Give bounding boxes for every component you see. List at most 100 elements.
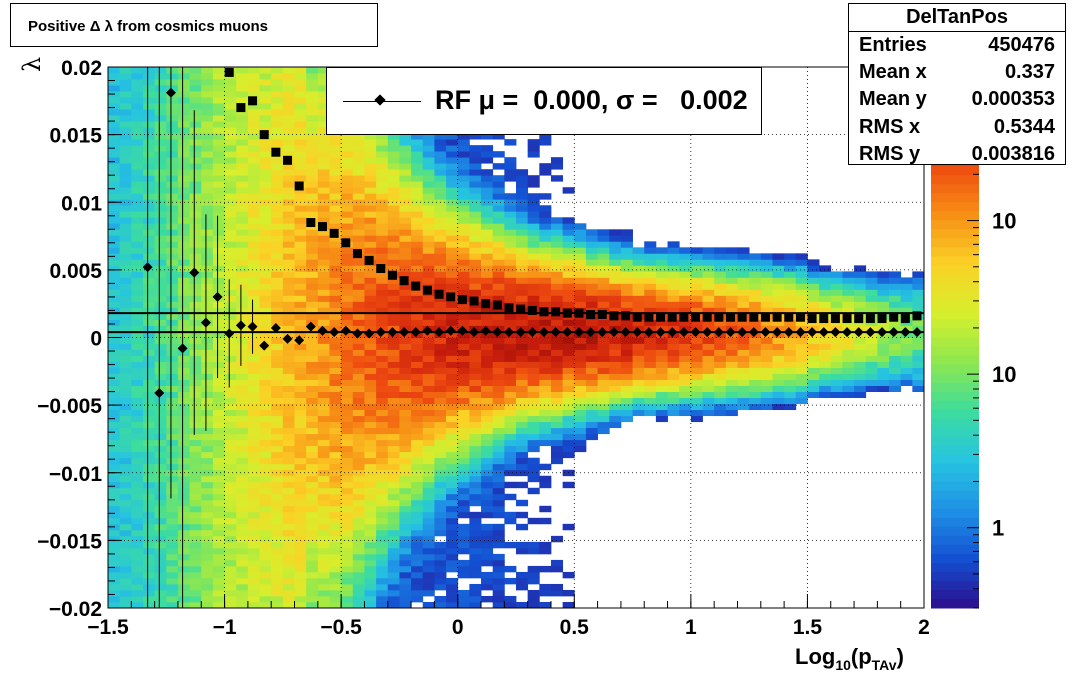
heatmap-cell [236, 193, 249, 200]
heatmap-cell [341, 337, 354, 344]
heatmap-cell [457, 463, 470, 471]
heatmap-cell [562, 355, 575, 362]
heatmap-cell [434, 463, 447, 471]
heatmap-cell [714, 259, 727, 266]
heatmap-cell [282, 145, 295, 152]
heatmap-cell [212, 115, 225, 122]
heatmap-cell [201, 205, 214, 212]
heatmap-cell [282, 451, 295, 459]
heatmap-cell [411, 535, 424, 543]
heatmap-cell [201, 565, 214, 573]
heatmap-cell [236, 151, 249, 158]
heatmap-cell [550, 229, 564, 236]
heatmap-cell [446, 367, 459, 374]
heatmap-cell [317, 421, 330, 429]
heatmap-cell [387, 265, 400, 272]
heatmap-cell [259, 313, 272, 320]
heatmap-cell [364, 139, 377, 146]
heatmap-cell [282, 175, 295, 182]
heatmap-cell [399, 283, 412, 290]
heatmap-cell [760, 361, 773, 368]
heatmap-cell [737, 361, 750, 368]
heatmap-cell [166, 421, 179, 429]
mean-point [888, 327, 899, 338]
heatmap-cell [131, 103, 144, 110]
heatmap-cell [259, 373, 272, 380]
heatmap-cell [865, 337, 878, 344]
heatmap-cell [154, 529, 167, 537]
heatmap-cell [492, 421, 505, 429]
heatmap-cell [317, 403, 330, 411]
mean-point [142, 262, 153, 273]
heatmap-cell [142, 481, 156, 489]
heatmap-cell [108, 271, 121, 278]
stats-value: 450476 [988, 34, 1055, 56]
heatmap-cell [236, 181, 249, 188]
heatmap-cell [247, 331, 260, 338]
heatmap-cell [504, 469, 517, 477]
heatmap-cell [679, 265, 692, 272]
heatmap-cell [224, 79, 237, 86]
heatmap-cell [142, 247, 156, 254]
heatmap-cell [737, 253, 750, 260]
heatmap-cell [411, 523, 424, 531]
heatmap-cell [154, 325, 167, 332]
heatmap-cell [352, 595, 365, 603]
heatmap-cell [259, 493, 272, 501]
heatmap-cell [177, 295, 190, 302]
rms-point [842, 314, 852, 324]
heatmap-cell [516, 385, 529, 392]
heatmap-cell [154, 547, 167, 555]
heatmap-cell [142, 427, 156, 435]
heatmap-cell [422, 301, 435, 308]
heatmap-cell [737, 259, 750, 266]
heatmap-cell [492, 187, 505, 194]
heatmap-cell [189, 355, 202, 362]
heatmap-cell [422, 157, 435, 164]
heatmap-cell [469, 553, 482, 561]
heatmap-cell [376, 133, 389, 140]
heatmap-cell [854, 367, 867, 374]
heatmap-cell [644, 361, 657, 368]
heatmap-cell [562, 385, 575, 392]
heatmap-cell [131, 79, 144, 86]
heatmap-cell [259, 565, 272, 573]
heatmap-cell [166, 541, 179, 549]
heatmap-cell [504, 445, 517, 453]
heatmap-cell [189, 397, 202, 405]
heatmap-cell [294, 367, 307, 374]
heatmap-cell [434, 259, 447, 266]
heatmap-cell [434, 541, 447, 549]
heatmap-cell [247, 79, 260, 86]
heatmap-cell [376, 235, 389, 242]
heatmap-cell [189, 451, 202, 459]
stats-label: Mean x [859, 61, 927, 84]
heatmap-cell [259, 499, 272, 507]
heatmap-cell [434, 523, 447, 531]
rms-point [516, 304, 526, 314]
heatmap-cell [177, 157, 190, 164]
heatmap-cell [212, 91, 225, 98]
heatmap-cell [259, 481, 272, 489]
heatmap-cell [364, 247, 377, 254]
heatmap-cell [341, 529, 354, 537]
heatmap-cell [294, 151, 307, 158]
heatmap-cell [772, 289, 785, 296]
heatmap-cell [527, 211, 540, 218]
heatmap-cell [516, 583, 529, 591]
heatmap-cell [819, 367, 832, 374]
heatmap-cell [702, 343, 715, 350]
heatmap-cell [352, 319, 365, 326]
heatmap-cell [469, 559, 482, 567]
heatmap-cell [271, 499, 284, 507]
heatmap-cell [446, 163, 459, 170]
heatmap-cell [364, 577, 377, 585]
heatmap-cell [527, 577, 540, 585]
heatmap-cell [119, 451, 132, 459]
heatmap-cell [446, 379, 459, 386]
heatmap-cell [224, 589, 237, 597]
heatmap-cell [131, 451, 144, 459]
heatmap-cell [166, 325, 179, 332]
heatmap-cell [411, 301, 424, 308]
heatmap-cell [352, 193, 365, 200]
